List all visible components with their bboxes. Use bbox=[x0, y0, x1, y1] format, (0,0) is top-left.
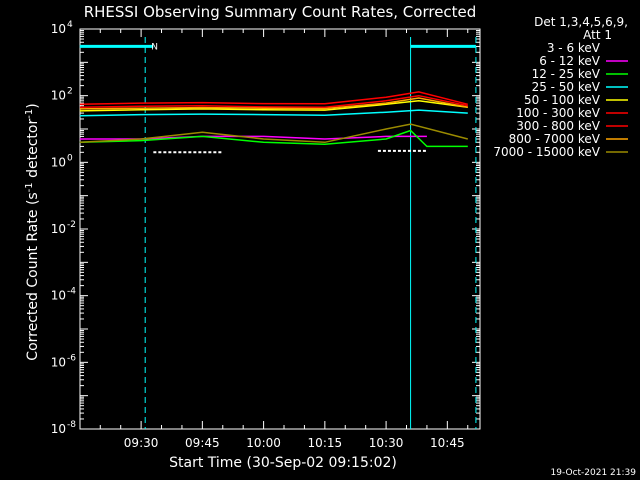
y-tick-label-exponent: 2 bbox=[67, 87, 73, 97]
x-tick-label: 09:30 bbox=[124, 436, 159, 450]
x-tick-label: 10:45 bbox=[430, 436, 465, 450]
legend-label: 25 - 50 keV bbox=[532, 80, 601, 94]
series-line bbox=[79, 109, 468, 117]
legend-label: 7000 - 15000 keV bbox=[493, 145, 600, 159]
legend-label: 800 - 7000 keV bbox=[509, 132, 601, 146]
y-tick-label-exponent: -6 bbox=[67, 353, 76, 363]
legend-title-line-2: Att 1 bbox=[583, 28, 612, 42]
series-line bbox=[79, 129, 468, 148]
series-line bbox=[79, 123, 468, 144]
y-tick-label-exponent: -8 bbox=[67, 420, 76, 430]
legend-label: 12 - 25 keV bbox=[532, 67, 601, 81]
y-tick-label: 10 bbox=[51, 222, 66, 236]
x-tick-label: 10:00 bbox=[246, 436, 281, 450]
legend-label: 50 - 100 keV bbox=[524, 93, 601, 107]
y-tick-label: 10 bbox=[51, 289, 66, 303]
footer-timestamp: 19-Oct-2021 21:39 bbox=[551, 468, 637, 478]
plot-frame bbox=[79, 28, 481, 430]
series-line bbox=[79, 97, 468, 110]
series-line bbox=[79, 91, 468, 106]
y-tick-label: 10 bbox=[51, 89, 66, 103]
chart-title: RHESSI Observing Summary Count Rates, Co… bbox=[84, 3, 477, 21]
legend-label: 300 - 800 keV bbox=[516, 119, 600, 133]
legend-title-line-1: Det 1,3,4,5,6,9, bbox=[534, 15, 628, 29]
y-tick-label-exponent: 4 bbox=[67, 20, 73, 30]
y-tick-label: 10 bbox=[51, 355, 66, 369]
legend-label: 6 - 12 keV bbox=[539, 54, 601, 68]
y-axis-label: Corrected Count Rate (s-1 detector-1) bbox=[24, 103, 42, 360]
x-tick-label: 10:30 bbox=[369, 436, 404, 450]
y-tick-label-exponent: -4 bbox=[67, 287, 76, 297]
series-line bbox=[79, 94, 468, 108]
marker-label: N bbox=[151, 42, 158, 52]
y-tick-label-exponent: -2 bbox=[67, 220, 76, 230]
legend-label: 100 - 300 keV bbox=[516, 106, 600, 120]
y-tick-label-exponent: 0 bbox=[67, 153, 73, 163]
x-tick-label: 09:45 bbox=[185, 436, 220, 450]
x-tick-label: 10:15 bbox=[308, 436, 343, 450]
legend-label: 3 - 6 keV bbox=[547, 41, 601, 55]
y-tick-label: 10 bbox=[51, 155, 66, 169]
x-axis-label: Start Time (30-Sep-02 09:15:02) bbox=[169, 455, 397, 471]
series-line bbox=[79, 100, 468, 112]
y-tick-label: 10 bbox=[51, 22, 66, 36]
y-tick-label: 10 bbox=[51, 422, 66, 436]
